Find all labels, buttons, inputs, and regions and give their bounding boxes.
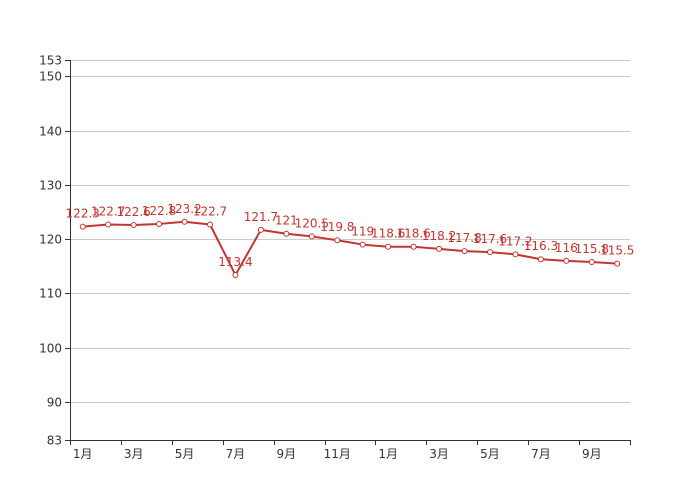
x-tick-label: 7月: [531, 447, 551, 461]
x-tick-label: 9月: [277, 447, 297, 461]
data-point[interactable]: [156, 220, 163, 227]
data-point[interactable]: [257, 226, 264, 233]
data-point[interactable]: [181, 218, 188, 225]
data-label: 122.6: [116, 205, 150, 219]
x-tick-label: 9月: [582, 447, 602, 461]
x-tick-label: 5月: [480, 447, 500, 461]
data-labels: 122.3122.7122.6122.8123.2122.7113.4121.7…: [66, 202, 635, 269]
data-label: 122.7: [193, 204, 227, 218]
data-point[interactable]: [79, 223, 86, 230]
data-point[interactable]: [537, 256, 544, 263]
data-label: 118.6: [371, 227, 405, 241]
data-label: 119: [351, 225, 374, 239]
data-label: 119.8: [320, 220, 354, 234]
data-label: 123.2: [167, 202, 201, 216]
data-point[interactable]: [334, 237, 341, 244]
y-tick-label: 83: [47, 434, 62, 448]
x-tick-label: 3月: [124, 447, 144, 461]
y-tick-label: 150: [39, 70, 62, 84]
data-point[interactable]: [105, 221, 112, 228]
y-tick-label: 153: [39, 54, 62, 68]
grid-lines: [70, 60, 630, 403]
x-tick-label: 1月: [378, 447, 398, 461]
x-tick-label: 7月: [226, 447, 246, 461]
data-label: 122.7: [91, 204, 125, 218]
data-point[interactable]: [614, 260, 621, 267]
data-point[interactable]: [588, 258, 595, 265]
data-point[interactable]: [130, 222, 137, 229]
data-point[interactable]: [410, 243, 417, 250]
data-point[interactable]: [487, 249, 493, 256]
x-tick-label: 3月: [429, 447, 449, 461]
data-label: 121.7: [244, 210, 278, 224]
series-line: [82, 220, 618, 276]
x-tick-label: 5月: [175, 447, 195, 461]
data-label: 116.3: [524, 239, 558, 253]
data-label: 122.8: [142, 204, 176, 218]
data-point[interactable]: [308, 233, 315, 240]
data-label: 117.8: [447, 231, 481, 245]
data-label: 118.2: [422, 229, 456, 243]
data-point[interactable]: [359, 241, 366, 248]
data-label: 120.5: [295, 216, 329, 230]
data-label: 118.6: [396, 227, 430, 241]
data-label: 117.6: [473, 232, 507, 246]
data-label: 115.8: [575, 242, 609, 256]
data-label: 121: [275, 214, 298, 228]
data-point[interactable]: [232, 271, 239, 278]
data-point[interactable]: [512, 251, 519, 258]
data-point[interactable]: [207, 221, 213, 228]
data-label: 115.5: [600, 244, 634, 258]
y-tick-label: 140: [39, 125, 62, 139]
y-tick-label: 110: [39, 287, 62, 301]
x-tick-label: 1月: [73, 447, 93, 461]
data-label: 113.4: [218, 255, 252, 269]
data-point[interactable]: [436, 245, 443, 252]
data-point[interactable]: [385, 243, 392, 250]
data-point[interactable]: [563, 257, 570, 264]
y-tick-label: 130: [39, 179, 62, 193]
data-point[interactable]: [283, 230, 290, 237]
data-label: 116: [555, 241, 578, 255]
data-label: 122.3: [66, 207, 100, 221]
y-tick-label: 90: [47, 396, 62, 410]
data-point[interactable]: [461, 248, 468, 255]
data-label: 117.2: [498, 234, 532, 248]
y-tick-label: 100: [39, 342, 62, 356]
y-tick-label: 120: [39, 233, 62, 247]
axes: 83 90 100 110 120 130 140 150 153 1月 3月 5月 7月 9月 11月 1月…: [39, 54, 631, 461]
series: [79, 218, 621, 278]
x-tick-label: 11月: [324, 447, 351, 461]
